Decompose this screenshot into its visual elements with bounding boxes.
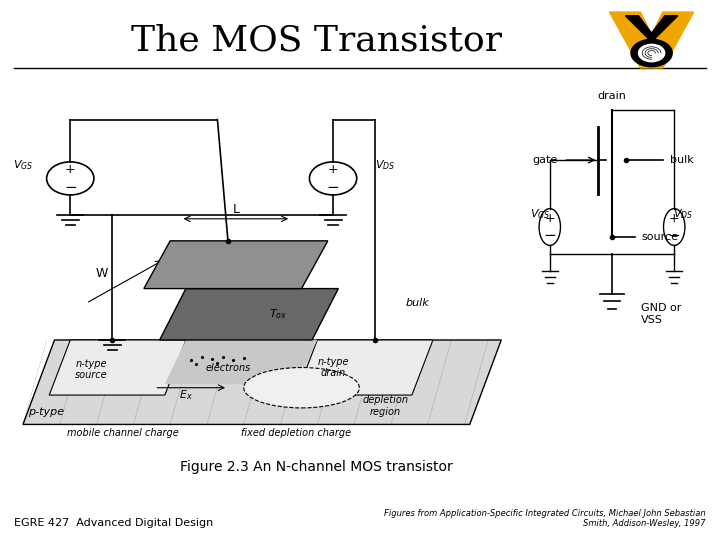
Text: +: + <box>65 163 76 176</box>
Text: $T_{ox}$: $T_{ox}$ <box>269 307 287 321</box>
Text: n-type
source: n-type source <box>75 359 107 380</box>
Text: Figure 2.3 An N-channel MOS transistor: Figure 2.3 An N-channel MOS transistor <box>181 460 453 474</box>
Text: gate: gate <box>194 260 220 269</box>
Polygon shape <box>297 340 433 395</box>
Text: +: + <box>544 212 555 225</box>
Text: drain: drain <box>598 91 626 102</box>
Text: $V_{DS}$: $V_{DS}$ <box>375 159 395 172</box>
Text: bulk: bulk <box>405 298 429 308</box>
Text: L: L <box>233 203 239 216</box>
Text: $V_{DS}$: $V_{DS}$ <box>673 207 693 220</box>
Text: gate: gate <box>532 155 557 165</box>
Text: depletion
region: depletion region <box>363 395 409 417</box>
Circle shape <box>639 44 665 62</box>
Text: +: + <box>669 212 680 225</box>
Text: electrons: electrons <box>205 362 251 373</box>
Circle shape <box>631 39 672 66</box>
Text: n-type
drain: n-type drain <box>318 357 348 379</box>
Polygon shape <box>609 12 694 68</box>
Text: source: source <box>642 232 678 242</box>
Text: $V_{GS}$: $V_{GS}$ <box>531 207 551 220</box>
Text: −: − <box>544 228 556 243</box>
Text: W: W <box>96 267 108 280</box>
Text: p-type: p-type <box>28 407 64 417</box>
Text: EGRE 427  Advanced Digital Design: EGRE 427 Advanced Digital Design <box>14 518 214 528</box>
Text: bulk: bulk <box>670 155 694 165</box>
Text: GND or
VSS: GND or VSS <box>642 303 682 325</box>
Text: fixed depletion charge: fixed depletion charge <box>241 428 351 438</box>
Text: mobile channel charge: mobile channel charge <box>67 428 179 438</box>
Text: −: − <box>64 180 76 195</box>
Text: +: + <box>328 163 338 176</box>
Polygon shape <box>144 241 328 288</box>
Polygon shape <box>49 340 186 395</box>
Text: The MOS Transistor: The MOS Transistor <box>131 24 503 57</box>
Polygon shape <box>160 288 338 340</box>
Ellipse shape <box>243 368 359 408</box>
Text: Figures from Application-Specific Integrated Circuits, Michael John Sebastian
Sm: Figures from Application-Specific Integr… <box>384 509 706 528</box>
Text: $E_x$: $E_x$ <box>179 388 193 402</box>
Text: $V_{GS}$: $V_{GS}$ <box>13 159 33 172</box>
Text: −: − <box>668 228 680 243</box>
Polygon shape <box>165 340 318 384</box>
Polygon shape <box>626 16 678 42</box>
Text: −: − <box>327 180 339 195</box>
Polygon shape <box>23 340 501 424</box>
